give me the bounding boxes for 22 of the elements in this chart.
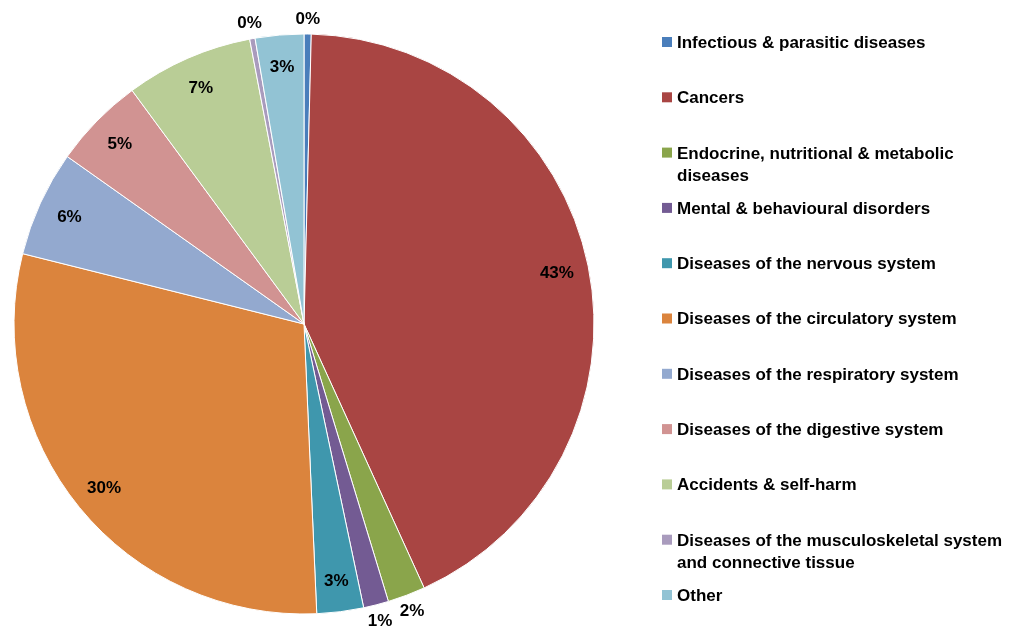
data-label: 2% (399, 600, 425, 620)
legend-label: Diseases of the digestive system (677, 420, 944, 440)
legend-label: Diseases of the musculoskeletal system and connective tissue (677, 530, 1003, 572)
legend-label: Mental & behavioural disorders (677, 198, 931, 218)
data-label: 30% (87, 477, 122, 497)
data-label: 3% (324, 570, 349, 590)
data-label: 5% (107, 133, 133, 153)
data-label: 1% (367, 610, 393, 630)
data-label: 0% (295, 8, 321, 28)
legend-label: Infectious & parasitic diseases (677, 32, 926, 52)
legend-label: Diseases of the nervous system (677, 254, 936, 274)
legend-label: Endocrine, nutritional & metabolic diseases (677, 143, 954, 185)
legend-label: Diseases of the respiratory system (677, 364, 959, 384)
data-label: 0% (237, 13, 262, 33)
data-label: 43% (539, 262, 574, 282)
legend-label: Diseases of the circulatory system (677, 309, 957, 329)
legend-label: Accidents & self-harm (677, 475, 857, 495)
data-label: 6% (57, 206, 82, 226)
legend-label: Other (677, 585, 723, 605)
data-label: 7% (188, 77, 214, 97)
data-label: 3% (269, 57, 295, 77)
legend-label: Cancers (677, 88, 745, 108)
